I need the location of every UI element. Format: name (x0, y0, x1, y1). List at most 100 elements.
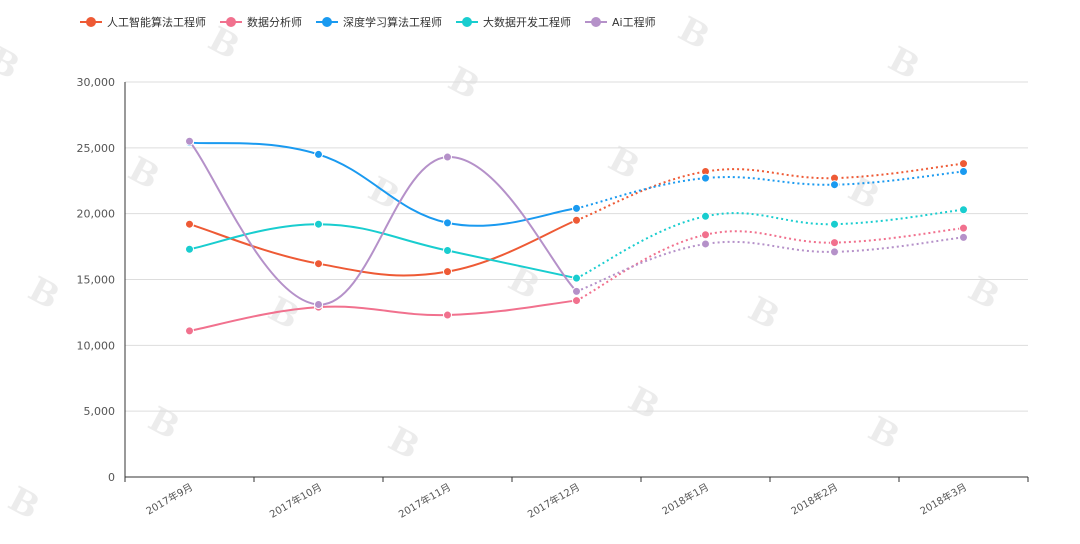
data-point (443, 218, 452, 228)
data-point (443, 310, 452, 320)
y-tick-label: 20,000 (77, 208, 116, 221)
svg-text:B: B (672, 9, 716, 58)
x-tick-label: 2018年1月 (660, 480, 711, 517)
legend-label: 人工智能算法工程师 (107, 16, 206, 29)
legend-item[interactable]: 大数据开发工程师 (456, 14, 571, 30)
legend-label: 数据分析师 (247, 16, 302, 29)
watermark-logo: B (2, 479, 46, 528)
watermark-logo: B (882, 39, 926, 88)
watermark-logo: B (0, 39, 26, 88)
chart-legend: 人工智能算法工程师 数据分析师 深度学习算法工程师 大数据开发工程师 Ai工程师 (80, 14, 656, 30)
svg-text:B: B (382, 419, 426, 468)
svg-text:B: B (202, 19, 246, 68)
legend-item[interactable]: 深度学习算法工程师 (316, 14, 442, 30)
watermark-logo: B (672, 9, 716, 58)
svg-text:B: B (842, 169, 886, 218)
watermark-logo: B (122, 149, 166, 198)
data-point (830, 219, 839, 229)
svg-text:B: B (602, 139, 646, 188)
legend-marker-icon (220, 16, 242, 28)
legend-label: 大数据开发工程师 (483, 16, 571, 29)
svg-text:B: B (2, 479, 46, 528)
series-line-actual (188, 140, 578, 306)
svg-text:B: B (742, 289, 786, 338)
watermark-logo: B (742, 289, 786, 338)
data-point (572, 215, 581, 225)
y-tick-label: 25,000 (77, 142, 116, 155)
data-point (443, 267, 452, 277)
svg-text:B: B (142, 399, 186, 448)
svg-text:B: B (442, 59, 486, 108)
legend-label: Ai工程师 (612, 16, 656, 29)
svg-text:B: B (862, 409, 906, 458)
legend-item[interactable]: Ai工程师 (585, 14, 656, 30)
watermark-logo: B (622, 379, 666, 428)
y-tick-label: 10,000 (77, 339, 116, 352)
data-point (830, 238, 839, 248)
data-point (443, 152, 452, 162)
watermark-logo: B (602, 139, 646, 188)
watermark-logo: B (142, 399, 186, 448)
legend-label: 深度学习算法工程师 (343, 16, 442, 29)
svg-text:B: B (22, 269, 66, 318)
watermark-logo: B (842, 169, 886, 218)
watermark-logo: B (202, 19, 246, 68)
legend-item[interactable]: 人工智能算法工程师 (80, 14, 206, 30)
data-point (959, 205, 968, 215)
svg-text:B: B (882, 39, 926, 88)
series-line-forecast (576, 170, 964, 210)
data-point (701, 211, 710, 221)
data-point (185, 244, 194, 254)
svg-text:B: B (622, 379, 666, 428)
watermark-logo: B (362, 169, 406, 218)
data-point (314, 219, 323, 229)
data-point (314, 259, 323, 269)
series-line-forecast (576, 208, 964, 280)
watermark-logo: B (962, 269, 1006, 318)
y-tick-label: 5,000 (84, 405, 116, 418)
legend-marker-icon (316, 16, 338, 28)
x-tick-label: 2017年12月 (525, 480, 582, 520)
data-point (572, 286, 581, 296)
series-line-actual (189, 299, 577, 332)
legend-item[interactable]: 数据分析师 (220, 14, 302, 30)
series-line-actual (189, 219, 577, 277)
svg-text:B: B (362, 169, 406, 218)
series-line-forecast (576, 227, 964, 302)
data-point (443, 246, 452, 256)
data-point (314, 300, 323, 310)
x-tick-label: 2018年3月 (918, 480, 969, 517)
x-tick-label: 2018年2月 (789, 480, 840, 517)
data-point (185, 219, 194, 229)
data-point (959, 167, 968, 177)
y-tick-label: 30,000 (77, 76, 116, 89)
y-tick-label: 15,000 (77, 274, 116, 287)
data-point (959, 232, 968, 242)
series-line-actual (189, 141, 577, 227)
watermark-logo: B (862, 409, 906, 458)
legend-marker-icon (456, 16, 478, 28)
data-point (959, 159, 968, 169)
data-point (314, 149, 323, 159)
data-point (830, 247, 839, 257)
data-point (572, 203, 581, 213)
series-line-forecast (576, 162, 964, 222)
data-point (572, 296, 581, 306)
data-point (830, 180, 839, 190)
x-tick-label: 2017年11月 (396, 480, 453, 520)
svg-text:B: B (0, 39, 26, 88)
data-point (185, 136, 194, 146)
y-tick-label: 0 (108, 471, 115, 484)
data-point (185, 326, 194, 336)
watermark-logo: B (382, 419, 426, 468)
svg-text:B: B (122, 149, 166, 198)
watermark-logo: B (442, 59, 486, 108)
x-tick-label: 2017年10月 (267, 480, 324, 520)
data-point (701, 173, 710, 183)
legend-marker-icon (585, 16, 607, 28)
svg-text:B: B (962, 269, 1006, 318)
data-point (701, 239, 710, 249)
x-tick-label: 2017年9月 (144, 480, 195, 517)
data-point (701, 230, 710, 240)
